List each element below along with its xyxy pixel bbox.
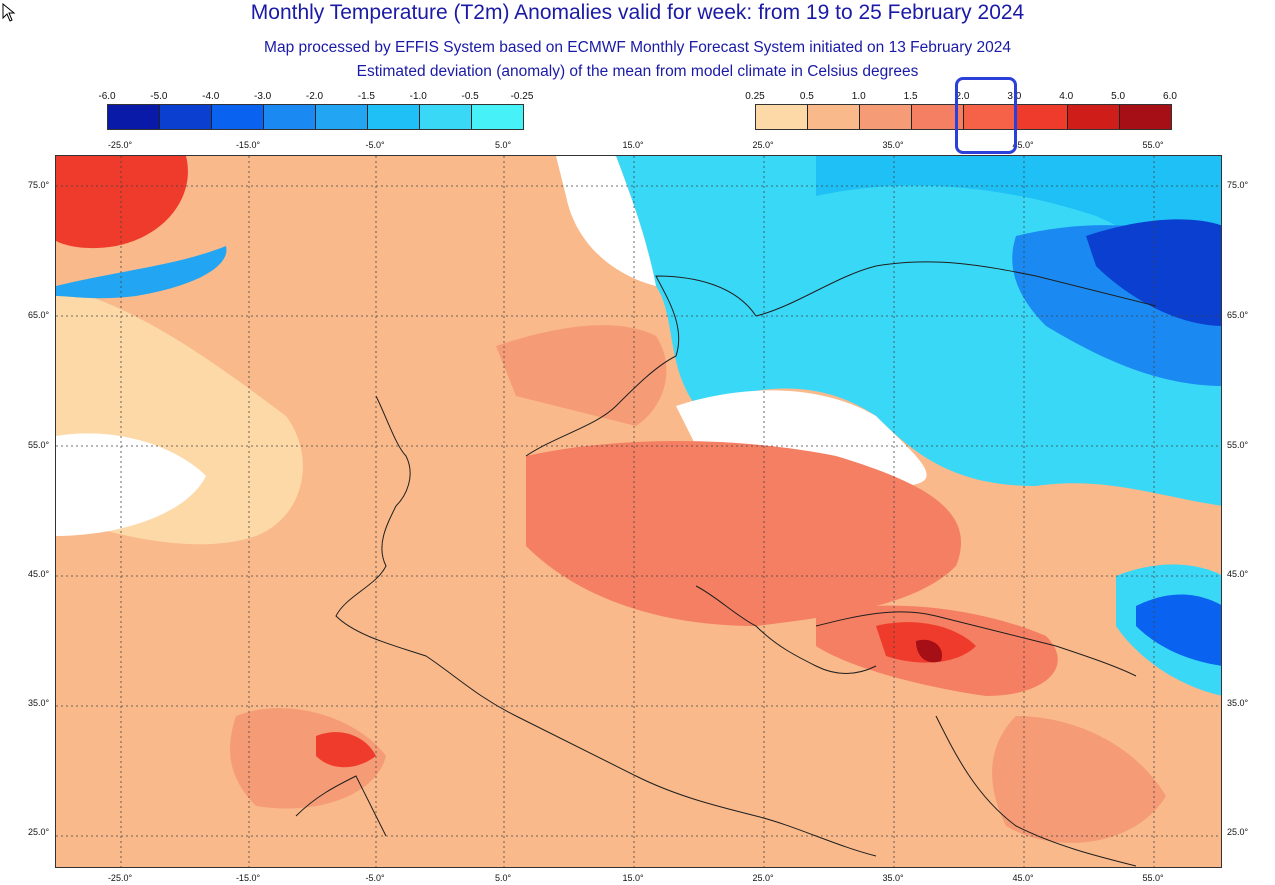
warm-legend-swatch (1068, 105, 1120, 129)
cold-legend-tick-label: -2.0 (305, 91, 324, 102)
latitude-label: 65.0° (28, 310, 50, 320)
warm-legend-swatch (1120, 105, 1171, 129)
warm-legend-swatch (860, 105, 912, 129)
latitude-label: 45.0° (1227, 569, 1249, 579)
longitude-label: -5.0° (365, 140, 385, 150)
cold-legend-tick-label: -1.0 (409, 91, 427, 102)
longitude-label: 15.0° (622, 873, 644, 883)
cold-anomaly-caspian-core (1136, 594, 1221, 666)
longitude-label: 55.0° (1142, 873, 1164, 883)
warm-legend-swatch (756, 105, 808, 129)
cold-legend-swatch (160, 105, 212, 129)
hot-anomaly-atlas (316, 732, 376, 768)
latitude-label: 35.0° (28, 698, 50, 708)
cold-legend-swatch (472, 105, 523, 129)
longitude-label: 25.0° (752, 140, 774, 150)
cold-legend-swatch (420, 105, 472, 129)
neutral-anomaly-baltic (676, 390, 927, 486)
longitude-label: 15.0° (622, 140, 644, 150)
cold-legend-tick-label: -4.0 (202, 91, 220, 102)
extreme-anomaly-turkey (916, 639, 942, 663)
latitude-label: 45.0° (28, 569, 50, 579)
neutral-anomaly-norwegian-sea (556, 156, 656, 286)
warm-legend-tick-label: 0.5 (799, 91, 814, 102)
latitude-label: 55.0° (1227, 440, 1249, 450)
longitude-label: 35.0° (882, 873, 904, 883)
warm-legend-swatch (1016, 105, 1068, 129)
warm-anomaly-legend (755, 104, 1172, 130)
cold-legend-swatch (264, 105, 316, 129)
map-title: Monthly Temperature (T2m) Anomalies vali… (250, 1, 1025, 24)
warm-anomaly-arabia (992, 716, 1166, 843)
longitude-label: 45.0° (1012, 873, 1034, 883)
cold-anomaly-denmark-strait (56, 246, 227, 299)
longitude-label: -15.0° (235, 873, 261, 883)
longitude-label: -25.0° (107, 873, 133, 883)
warm-legend-tick-label: 0.25 (745, 91, 765, 102)
longitude-label: 5.0° (494, 140, 512, 150)
warm-legend-tick-label: 1.0 (851, 91, 866, 102)
cold-legend-swatch (368, 105, 420, 129)
longitude-label: -5.0° (365, 873, 385, 883)
warm-legend-tick-label: 6.0 (1163, 91, 1177, 102)
latitude-label: 25.0° (28, 827, 50, 837)
latitude-label: 55.0° (28, 440, 50, 450)
cold-anomaly-north-2 (816, 156, 1221, 332)
longitude-label: -15.0° (235, 140, 261, 150)
latitude-label: 35.0° (1227, 698, 1249, 708)
cold-anomaly-arctic-core (1086, 219, 1221, 326)
cold-legend-tick-label: -1.5 (357, 91, 375, 102)
anomaly-map-graphic (56, 156, 1221, 867)
cold-legend-swatch (316, 105, 368, 129)
cold-legend-tick-label: -5.0 (150, 91, 168, 102)
warm-legend-swatch (808, 105, 860, 129)
cold-legend-tick-label: -3.0 (254, 91, 272, 102)
longitude-label: -25.0° (107, 140, 133, 150)
warm-legend-swatch (964, 105, 1016, 129)
longitude-label: 25.0° (752, 873, 774, 883)
cold-legend-tick-label: -6.0 (98, 91, 116, 102)
longitude-label: 45.0° (1012, 140, 1034, 150)
gridlines (56, 156, 1221, 867)
warm-legend-tick-label: 5.0 (1111, 91, 1126, 102)
warm-anomaly-norway (496, 325, 667, 426)
cold-anomaly-legend (107, 104, 524, 130)
neutral-anomaly-atlantic (56, 433, 206, 536)
warm-legend-tick-label: 4.0 (1059, 91, 1074, 102)
warm-anomaly-greenland (56, 156, 188, 249)
anomaly-map (55, 155, 1222, 868)
warm-anomaly-morocco (230, 708, 386, 809)
cold-legend-tick-label: -0.5 (461, 91, 479, 102)
latitude-label: 75.0° (1227, 180, 1249, 190)
warm-legend-tick-label: 1.5 (903, 91, 918, 102)
coastlines (295, 261, 1157, 867)
cold-legend-tick-label: -0.25 (510, 91, 534, 102)
longitude-label: 35.0° (882, 140, 904, 150)
highlight-box (955, 77, 1017, 154)
cold-legend-swatch (108, 105, 160, 129)
latitude-label: 75.0° (28, 180, 50, 190)
cold-legend-swatch (212, 105, 264, 129)
warm-legend-tick-label: 2.0 (955, 91, 970, 102)
longitude-label: 55.0° (1142, 140, 1164, 150)
mouse-cursor-icon (2, 3, 16, 22)
map-subtitle-units: Estimated deviation (anomaly) of the mea… (356, 63, 919, 80)
warm-anomaly-central-europe (526, 441, 961, 626)
longitude-label: 5.0° (494, 873, 512, 883)
latitude-label: 25.0° (1227, 827, 1249, 837)
map-subtitle-system: Map processed by EFFIS System based on E… (264, 39, 1011, 56)
latitude-label: 65.0° (1227, 310, 1249, 320)
